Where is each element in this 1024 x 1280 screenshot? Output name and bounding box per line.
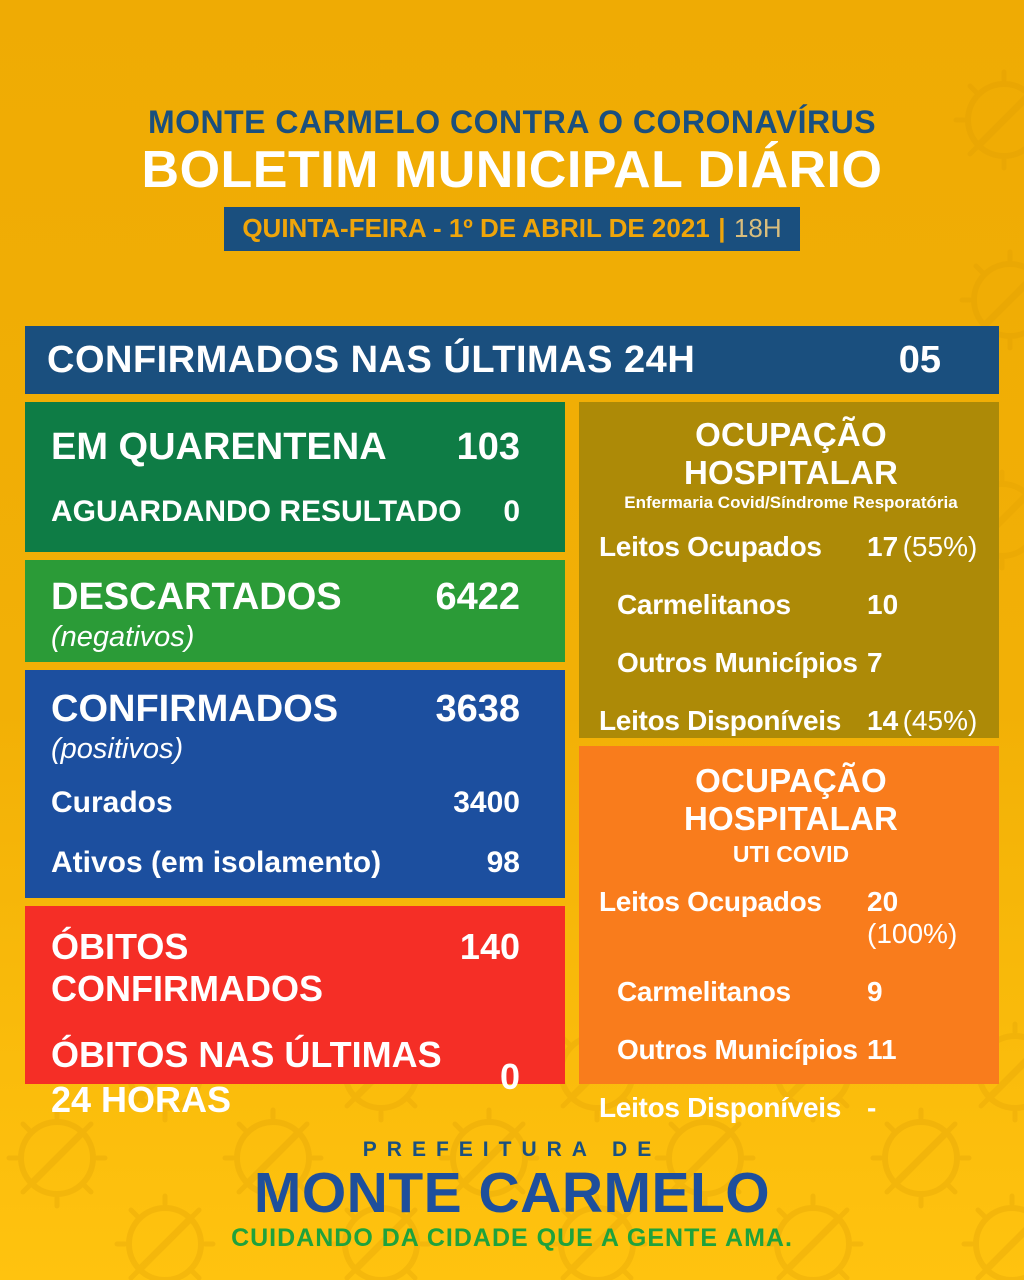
confirmed-24h-label: CONFIRMADOS NAS ÚLTIMAS 24H: [47, 338, 696, 381]
footer-slogan: CUIDANDO DA CIDADE QUE A GENTE AMA.: [231, 1224, 793, 1252]
quarantine-box: EM QUARENTENA 103 AGUARDANDO RESULTADO 0: [25, 402, 565, 552]
ward-other-cities-label: Outros Municípios: [617, 647, 858, 678]
confirmed-sublabel: (positivos): [51, 733, 184, 765]
icu-beds-occupied-label: Leitos Ocupados: [599, 886, 822, 917]
confirmed-value: 3638: [435, 688, 520, 730]
discarded-label: DESCARTADOS: [51, 576, 342, 618]
cured-value: 3400: [453, 786, 520, 819]
quarantine-label: EM QUARENTENA: [51, 426, 387, 468]
deaths-confirmed-label: ÓBITOS CONFIRMADOS: [51, 926, 323, 1009]
ward-carmelitanos-label: Carmelitanos: [617, 589, 791, 620]
hospital-ward-box: OCUPAÇÃO HOSPITALAR Enfermaria Covid/Sín…: [579, 402, 999, 738]
icu-other-cities-row: Outros Municípios 11: [599, 1034, 983, 1066]
quarantine-value: 103: [456, 426, 520, 468]
confirmed-box: CONFIRMADOS 3638 (positivos) Curados 340…: [25, 670, 565, 898]
icu-carmelitanos-value: 9: [867, 976, 883, 1007]
awaiting-result-value: 0: [503, 495, 520, 528]
ward-beds-available-label: Leitos Disponíveis: [599, 705, 841, 736]
icu-subtitle: UTI COVID: [732, 841, 850, 867]
ward-beds-occupied-row: Leitos Ocupados 17 (55%): [599, 531, 983, 563]
active-label: Ativos (em isolamento): [51, 846, 382, 879]
icu-title: OCUPAÇÃO HOSPITALAR: [683, 762, 899, 837]
discarded-box: DESCARTADOS 6422 (negativos): [25, 560, 565, 662]
ward-beds-occupied-label: Leitos Ocupados: [599, 531, 822, 562]
hospital-icu-box: OCUPAÇÃO HOSPITALAR UTI COVID Leitos Ocu…: [579, 746, 999, 1123]
footer-city-logo-text: MONTE CARMELO: [253, 1161, 771, 1225]
deaths-24h-label: ÓBITOS NAS ÚLTIMAS 24 HORAS: [51, 1034, 442, 1120]
date-banner: QUINTA-FEIRA - 1º DE ABRIL DE 2021 | 18H: [0, 207, 1024, 251]
discarded-sublabel: (negativos): [51, 621, 195, 653]
date-time-separator: |: [718, 213, 726, 243]
confirmed-label: CONFIRMADOS: [51, 688, 339, 730]
ward-other-cities-value: 7: [867, 647, 883, 678]
icu-other-cities-value: 11: [867, 1034, 897, 1065]
ward-other-cities-row: Outros Municípios 7: [599, 647, 983, 679]
ward-title: OCUPAÇÃO HOSPITALAR: [683, 416, 899, 491]
footer-prefeitura-text: PREFEITURA DE: [362, 1138, 662, 1161]
ward-carmelitanos-row: Carmelitanos 10: [599, 589, 983, 621]
awaiting-result-label: AGUARDANDO RESULTADO: [51, 495, 462, 528]
ward-carmelitanos-value: 10: [867, 589, 899, 620]
icu-beds-occupied-row: Leitos Ocupados 20 (100%): [599, 886, 983, 950]
deaths-24h-value: 0: [499, 1056, 520, 1097]
page-title: BOLETIM MUNICIPAL DIÁRIO: [141, 141, 883, 199]
icu-beds-occupied-value: 20: [867, 886, 899, 917]
confirmed-24h-value: 05: [898, 338, 941, 381]
ward-beds-occupied-value: 17: [867, 531, 899, 562]
discarded-value: 6422: [435, 576, 520, 618]
confirmed-24h-bar: CONFIRMADOS NAS ÚLTIMAS 24H 05: [25, 326, 999, 394]
icu-carmelitanos-row: Carmelitanos 9: [599, 976, 983, 1008]
icu-beds-available-label: Leitos Disponíveis: [599, 1092, 841, 1123]
date-text: QUINTA-FEIRA - 1º DE ABRIL DE 2021: [242, 213, 710, 243]
ward-subtitle: Enfermaria Covid/Síndrome Resporatória: [624, 493, 958, 512]
time-text: 18H: [733, 213, 782, 243]
icu-beds-occupied-percent: (100%): [867, 918, 958, 949]
deaths-box: ÓBITOS CONFIRMADOS 140 ÓBITOS NAS ÚLTIMA…: [25, 906, 565, 1120]
ward-beds-available-value: 14: [867, 705, 899, 736]
active-value: 98: [486, 846, 520, 879]
ward-beds-available-row: Leitos Disponíveis 14 (45%): [599, 705, 983, 737]
icu-beds-available-value: -: [867, 1092, 877, 1123]
icu-other-cities-label: Outros Municípios: [617, 1034, 858, 1065]
deaths-confirmed-value: 140: [459, 926, 520, 967]
cured-label: Curados: [51, 786, 173, 819]
header-subtitle: MONTE CARMELO CONTRA O CORONAVÍRUS: [147, 104, 877, 140]
ward-beds-occupied-percent: (55%): [902, 531, 978, 562]
ward-beds-available-percent: (45%): [902, 705, 978, 736]
icu-carmelitanos-label: Carmelitanos: [617, 976, 791, 1007]
icu-beds-available-row: Leitos Disponíveis -: [599, 1092, 983, 1124]
